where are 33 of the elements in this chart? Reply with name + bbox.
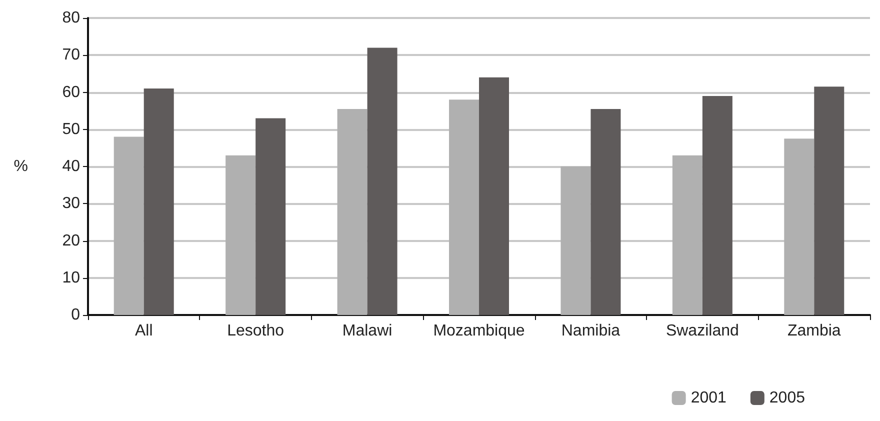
bar [479, 77, 509, 315]
bar [560, 166, 591, 315]
legend-label: 2005 [769, 390, 806, 406]
x-tick-label: All [134, 322, 153, 340]
bar [226, 155, 256, 315]
bar [367, 48, 398, 315]
bar [449, 100, 479, 315]
bar [337, 108, 368, 315]
y-tick-label: 20 [62, 232, 80, 250]
bar [672, 155, 702, 315]
y-tick-label: 60 [62, 84, 80, 101]
bar [590, 108, 621, 315]
bar [144, 88, 174, 315]
x-tick-label: Lesotho [227, 322, 284, 340]
y-tick-label: 30 [62, 195, 80, 212]
x-tick-label: Zambia [787, 322, 841, 340]
x-tick-label: Swaziland [666, 322, 739, 340]
bar [114, 136, 144, 315]
bar [702, 96, 732, 315]
bar [256, 118, 286, 315]
y-tick-label: 70 [62, 46, 80, 64]
x-tick-label: Namibia [561, 322, 620, 340]
bar [814, 86, 844, 315]
x-tick-label: Mozambique [433, 322, 525, 340]
x-tick-label: Malawi [342, 322, 392, 340]
y-tick-label: 80 [62, 10, 80, 26]
y-tick-label: 40 [62, 158, 80, 175]
legend-label: 2001 [690, 390, 727, 406]
bar [784, 138, 814, 315]
y-tick-label: 50 [62, 120, 80, 138]
y-axis-title: % [14, 158, 28, 175]
y-tick-label: 0 [71, 306, 80, 324]
y-tick-label: 10 [62, 269, 80, 286]
